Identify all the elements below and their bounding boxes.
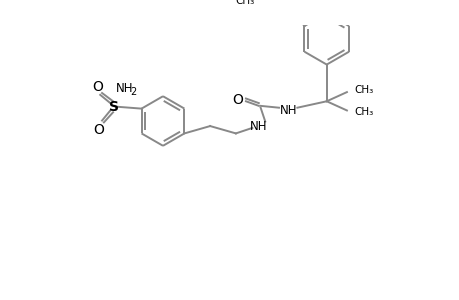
Text: NH: NH <box>279 104 296 117</box>
Text: CH₃: CH₃ <box>353 107 373 117</box>
Text: O: O <box>232 93 243 107</box>
Text: 2: 2 <box>130 87 136 97</box>
Text: NH: NH <box>116 82 133 95</box>
Text: O: O <box>92 80 103 94</box>
Text: CH₃: CH₃ <box>353 85 373 95</box>
Text: NH: NH <box>250 120 267 133</box>
Text: O: O <box>93 123 104 137</box>
Text: CH₃: CH₃ <box>235 0 254 6</box>
Text: S: S <box>109 100 119 114</box>
